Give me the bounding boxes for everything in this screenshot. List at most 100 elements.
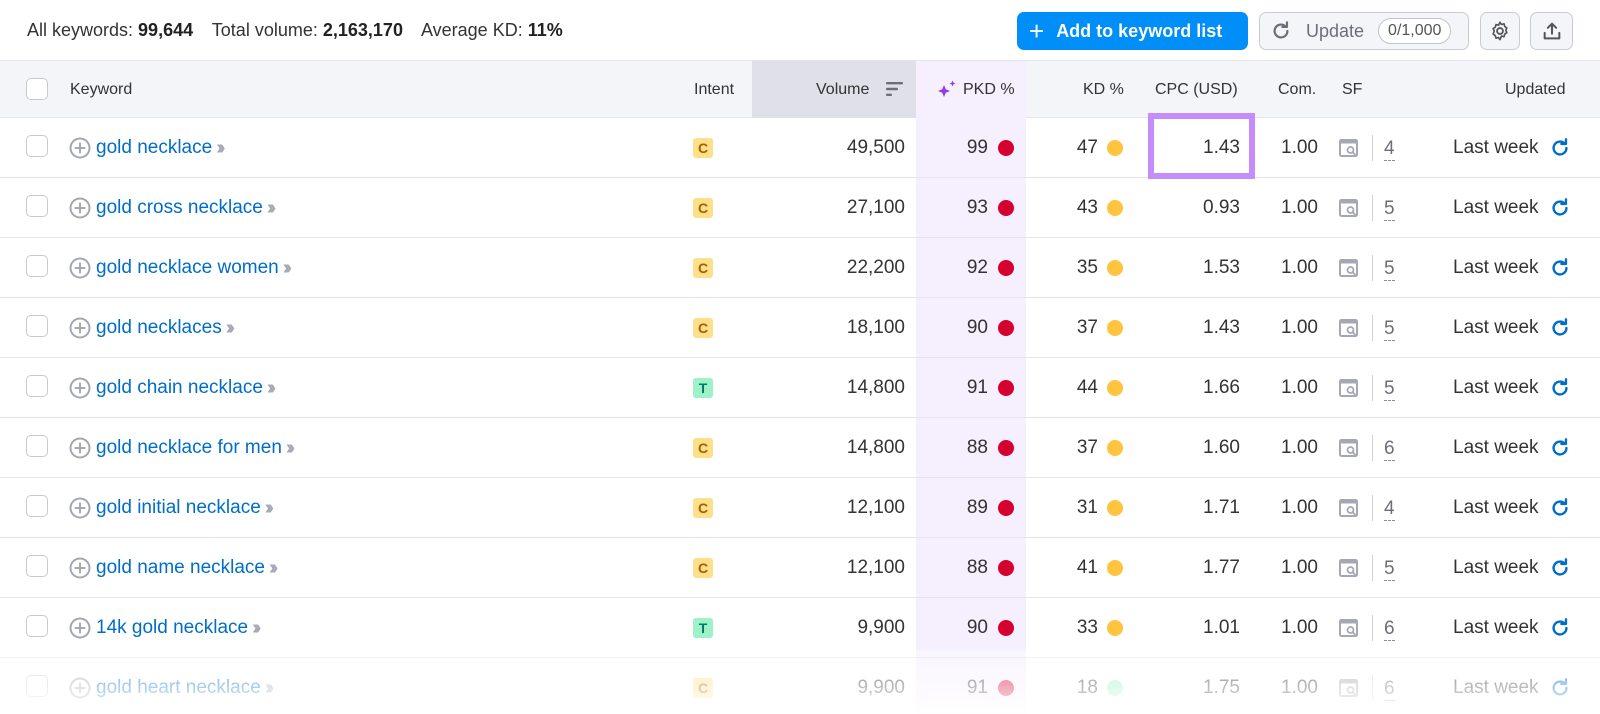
updated-value: Last week — [1453, 557, 1539, 578]
chevrons-right-icon[interactable]: ›› — [285, 436, 296, 459]
volume-cell: 22,200 — [846, 257, 905, 278]
updated-value: Last week — [1453, 197, 1539, 218]
update-button[interactable]: Update 0/1,000 — [1259, 12, 1469, 50]
keyword-link[interactable]: 14k gold necklace — [96, 617, 249, 638]
keyword-link[interactable]: gold necklaces — [96, 317, 222, 338]
row-checkbox[interactable] — [26, 375, 48, 397]
select-all-checkbox[interactable] — [26, 78, 48, 100]
serp-snapshot-icon[interactable] — [1339, 258, 1359, 278]
serp-snapshot-icon[interactable] — [1339, 138, 1359, 158]
serp-snapshot-icon[interactable] — [1339, 198, 1359, 218]
add-circle-icon[interactable] — [69, 257, 91, 279]
serp-features-count[interactable]: 5 — [1384, 258, 1395, 281]
column-header-sf[interactable]: SF — [1342, 81, 1363, 98]
chevrons-right-icon[interactable]: ›› — [252, 616, 262, 639]
kd-difficulty-dot-icon — [1107, 380, 1123, 396]
serp-snapshot-icon[interactable] — [1339, 498, 1359, 518]
keyword-cell: 14k gold necklace ›› — [69, 598, 262, 658]
column-header-keyword[interactable]: Keyword — [70, 81, 133, 98]
chevrons-right-icon[interactable]: ›› — [216, 136, 226, 159]
row-checkbox[interactable] — [26, 315, 48, 337]
chevrons-right-icon[interactable]: ›› — [225, 316, 236, 339]
add-circle-icon[interactable] — [69, 197, 91, 219]
chevrons-right-icon[interactable]: ›› — [266, 376, 277, 399]
refresh-icon[interactable] — [1549, 317, 1571, 339]
chevrons-right-icon[interactable]: ›› — [264, 676, 275, 699]
serp-features-count[interactable]: 4 — [1384, 498, 1395, 521]
settings-button[interactable] — [1480, 12, 1520, 50]
cpc-value: 1.77 — [1203, 557, 1240, 578]
keyword-link[interactable]: gold initial necklace — [96, 497, 261, 518]
serp-features-count[interactable]: 5 — [1384, 198, 1395, 221]
keyword-link[interactable]: gold heart necklace — [96, 677, 261, 698]
refresh-icon[interactable] — [1549, 677, 1571, 699]
add-circle-icon[interactable] — [69, 437, 91, 459]
keyword-cell: gold chain necklace ›› — [69, 358, 277, 418]
column-header-pkd[interactable]: PKD % — [936, 61, 1015, 118]
add-circle-icon[interactable] — [69, 377, 91, 399]
serp-snapshot-icon[interactable] — [1339, 678, 1359, 698]
serp-features-count[interactable]: 6 — [1384, 438, 1395, 461]
column-header-updated[interactable]: Updated — [1505, 81, 1566, 98]
keyword-link[interactable]: gold name necklace — [96, 557, 265, 578]
row-checkbox[interactable] — [26, 255, 48, 277]
sf-divider — [1372, 555, 1373, 581]
add-circle-icon[interactable] — [69, 557, 91, 579]
add-to-keyword-list-button[interactable]: + Add to keyword list — [1017, 12, 1248, 50]
serp-features-count[interactable]: 5 — [1384, 378, 1395, 401]
row-checkbox[interactable] — [26, 195, 48, 217]
add-circle-icon[interactable] — [69, 497, 91, 519]
row-checkbox[interactable] — [26, 555, 48, 577]
chevrons-right-icon[interactable]: ›› — [269, 556, 279, 579]
row-checkbox[interactable] — [26, 435, 48, 457]
pkd-difficulty-dot-icon — [998, 140, 1014, 156]
keyword-link[interactable]: gold cross necklace — [96, 197, 263, 218]
cpc-value: 0.93 — [1203, 197, 1240, 218]
refresh-icon[interactable] — [1549, 377, 1571, 399]
serp-features-count[interactable]: 6 — [1384, 618, 1395, 641]
keyword-link[interactable]: gold necklace for men — [96, 437, 282, 458]
add-circle-icon[interactable] — [69, 677, 91, 699]
serp-features-count[interactable]: 4 — [1384, 138, 1395, 161]
serp-features-count[interactable]: 6 — [1384, 678, 1395, 701]
row-checkbox[interactable] — [26, 675, 48, 697]
refresh-icon[interactable] — [1549, 617, 1571, 639]
column-header-kd[interactable]: KD % — [1083, 81, 1124, 98]
refresh-icon[interactable] — [1549, 197, 1571, 219]
serp-snapshot-icon[interactable] — [1339, 378, 1359, 398]
refresh-icon[interactable] — [1549, 257, 1571, 279]
refresh-icon[interactable] — [1549, 557, 1571, 579]
column-header-intent[interactable]: Intent — [694, 81, 735, 98]
serp-snapshot-icon[interactable] — [1339, 318, 1359, 338]
chevrons-right-icon[interactable]: ›› — [266, 196, 277, 219]
chevrons-right-icon[interactable]: ›› — [264, 496, 275, 519]
serp-features-count[interactable]: 5 — [1384, 318, 1395, 341]
serp-snapshot-icon[interactable] — [1339, 558, 1359, 578]
refresh-icon[interactable] — [1549, 497, 1571, 519]
row-checkbox[interactable] — [26, 495, 48, 517]
column-header-com[interactable]: Com. — [1278, 81, 1317, 98]
average-kd-stat: Average KD: 11% — [420, 20, 563, 40]
row-checkbox[interactable] — [26, 135, 48, 157]
keyword-link[interactable]: gold necklace women — [96, 257, 279, 278]
column-header-cpc[interactable]: CPC (USD) — [1155, 81, 1238, 98]
row-checkbox[interactable] — [26, 615, 48, 637]
add-circle-icon[interactable] — [69, 617, 91, 639]
add-to-keyword-list-label: Add to keyword list — [1056, 20, 1223, 41]
serp-features-count[interactable]: 5 — [1384, 558, 1395, 581]
column-header-volume[interactable]: Volume — [816, 61, 903, 118]
serp-snapshot-icon[interactable] — [1339, 618, 1359, 638]
sparkle-ai-icon — [938, 80, 956, 97]
export-button[interactable] — [1530, 12, 1573, 50]
chevrons-right-icon[interactable]: ›› — [282, 256, 293, 279]
keyword-link[interactable]: gold necklace — [96, 137, 213, 158]
pkd-difficulty-dot-icon — [998, 260, 1014, 276]
keyword-link[interactable]: gold chain necklace — [96, 377, 263, 398]
add-circle-icon[interactable] — [69, 137, 91, 159]
intent-badge: C — [693, 138, 713, 158]
add-circle-icon[interactable] — [69, 317, 91, 339]
refresh-icon[interactable] — [1549, 437, 1571, 459]
refresh-icon[interactable] — [1549, 137, 1571, 159]
pkd-difficulty-dot-icon — [998, 440, 1014, 456]
serp-snapshot-icon[interactable] — [1339, 438, 1359, 458]
